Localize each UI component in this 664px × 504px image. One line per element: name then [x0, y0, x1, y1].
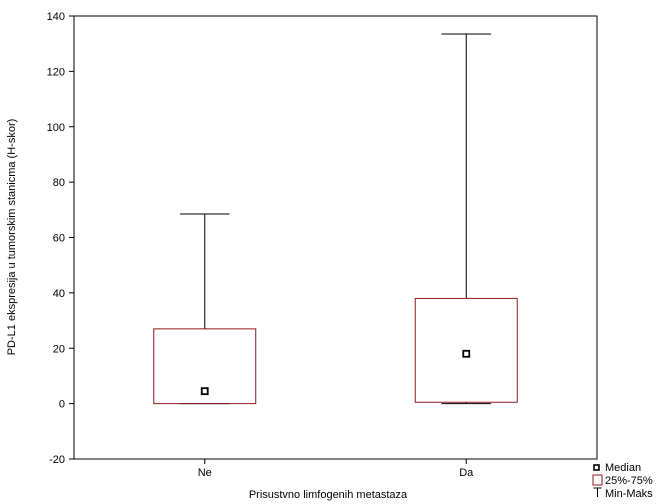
x-axis: Ne Da	[198, 459, 474, 479]
legend-whisker-label: Min-Maks	[605, 488, 653, 500]
legend-median-marker	[593, 464, 600, 471]
median-marker	[200, 387, 209, 396]
y-tick-label: 60	[53, 233, 65, 245]
x-axis-label: Prisustvno limfogenih metastaza	[249, 489, 408, 501]
y-tick-label: 100	[47, 122, 65, 134]
iqr-box	[153, 328, 257, 405]
median-marker	[462, 349, 471, 358]
iqr-box	[414, 297, 518, 403]
legend-whisker-marker	[593, 487, 602, 497]
x-tick-label: Da	[459, 467, 474, 479]
y-tick-label: 20	[53, 343, 65, 355]
x-tick-label: Ne	[198, 467, 212, 479]
y-tick-label: -20	[49, 454, 65, 466]
box-group-da	[414, 33, 518, 405]
y-tick-label: 80	[53, 177, 65, 189]
y-tick-label: 140	[47, 11, 65, 23]
y-axis: -20 0 20 40 60 80 100 120 140	[47, 11, 74, 466]
y-tick-label: 120	[47, 66, 65, 78]
legend-box-label: 25%-75%	[605, 475, 653, 487]
y-tick-label: 0	[59, 399, 65, 411]
y-axis-label: PD-L1 ekspresija u tumorskim stanicma (H…	[6, 119, 18, 356]
box-group-ne	[153, 213, 257, 405]
legend-box-marker	[592, 474, 603, 486]
legend: Median 25%-75% Min-Maks	[592, 462, 653, 500]
boxes-layer	[153, 33, 518, 405]
plot-frame	[73, 15, 598, 460]
y-tick-label: 40	[53, 288, 65, 300]
legend-median-label: Median	[605, 462, 641, 474]
